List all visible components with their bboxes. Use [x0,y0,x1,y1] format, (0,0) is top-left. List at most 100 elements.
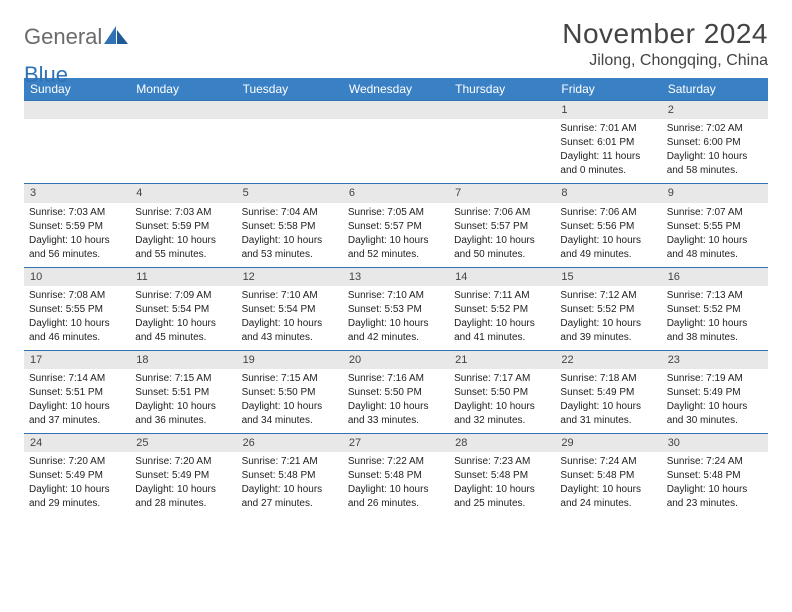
day-sunrise: Sunrise: 7:05 AM [348,206,444,219]
day-details: Sunrise: 7:17 AMSunset: 5:50 PMDaylight:… [454,372,550,427]
calendar: SundayMondayTuesdayWednesdayThursdayFrid… [24,78,768,516]
day-number: 3 [24,184,130,202]
day-number: 28 [449,434,555,452]
day-daylight2: and 50 minutes. [454,248,550,261]
day-daylight2: and 0 minutes. [560,164,656,177]
week-row: 1 Sunrise: 7:01 AMSunset: 6:01 PMDaylight… [24,100,768,183]
day-daylight1: Daylight: 10 hours [560,400,656,413]
day-sunrise: Sunrise: 7:03 AM [29,206,125,219]
day-number: 1 [555,101,661,119]
day-daylight1: Daylight: 10 hours [560,234,656,247]
day-details: Sunrise: 7:24 AMSunset: 5:48 PMDaylight:… [560,455,656,510]
logo-text-blue: Blue [24,62,68,88]
day-cell: 23Sunrise: 7:19 AMSunset: 5:49 PMDayligh… [662,351,768,433]
day-sunrise: Sunrise: 7:12 AM [560,289,656,302]
day-daylight1: Daylight: 10 hours [560,483,656,496]
day-daylight1: Daylight: 10 hours [667,234,763,247]
weekday-header-row: SundayMondayTuesdayWednesdayThursdayFrid… [24,78,768,100]
day-number: 24 [24,434,130,452]
day-details: Sunrise: 7:06 AMSunset: 5:56 PMDaylight:… [560,206,656,261]
day-daylight2: and 37 minutes. [29,414,125,427]
day-daylight1: Daylight: 10 hours [667,150,763,163]
day-details: Sunrise: 7:01 AMSunset: 6:01 PMDaylight:… [560,122,656,177]
day-daylight1: Daylight: 10 hours [667,400,763,413]
weekday-header-cell: Friday [555,78,661,100]
day-sunrise: Sunrise: 7:20 AM [29,455,125,468]
day-cell: 21Sunrise: 7:17 AMSunset: 5:50 PMDayligh… [449,351,555,433]
empty-day-bar [449,101,555,119]
day-sunrise: Sunrise: 7:15 AM [242,372,338,385]
day-cell [343,101,449,183]
day-cell: 19Sunrise: 7:15 AMSunset: 5:50 PMDayligh… [237,351,343,433]
day-sunrise: Sunrise: 7:19 AM [667,372,763,385]
day-cell: 7Sunrise: 7:06 AMSunset: 5:57 PMDaylight… [449,184,555,266]
day-sunrise: Sunrise: 7:16 AM [348,372,444,385]
day-details: Sunrise: 7:14 AMSunset: 5:51 PMDaylight:… [29,372,125,427]
day-daylight2: and 30 minutes. [667,414,763,427]
day-details: Sunrise: 7:02 AMSunset: 6:00 PMDaylight:… [667,122,763,177]
day-number: 19 [237,351,343,369]
day-number: 17 [24,351,130,369]
day-sunrise: Sunrise: 7:07 AM [667,206,763,219]
day-daylight1: Daylight: 10 hours [29,317,125,330]
day-cell: 4Sunrise: 7:03 AMSunset: 5:59 PMDaylight… [130,184,236,266]
day-sunset: Sunset: 5:51 PM [135,386,231,399]
day-daylight1: Daylight: 10 hours [454,483,550,496]
day-sunrise: Sunrise: 7:15 AM [135,372,231,385]
day-daylight2: and 28 minutes. [135,497,231,510]
day-daylight2: and 45 minutes. [135,331,231,344]
day-details: Sunrise: 7:10 AMSunset: 5:54 PMDaylight:… [242,289,338,344]
day-sunset: Sunset: 5:57 PM [348,220,444,233]
day-number: 25 [130,434,236,452]
day-sunset: Sunset: 5:58 PM [242,220,338,233]
day-daylight1: Daylight: 10 hours [242,317,338,330]
month-title: November 2024 [562,18,768,50]
day-daylight2: and 42 minutes. [348,331,444,344]
day-sunset: Sunset: 5:52 PM [560,303,656,316]
day-cell: 13Sunrise: 7:10 AMSunset: 5:53 PMDayligh… [343,268,449,350]
day-details: Sunrise: 7:03 AMSunset: 5:59 PMDaylight:… [29,206,125,261]
day-cell [130,101,236,183]
day-cell: 28 Sunrise: 7:23 AMSunset: 5:48 PMDayligh… [449,434,555,516]
day-cell [449,101,555,183]
day-daylight2: and 55 minutes. [135,248,231,261]
day-sunset: Sunset: 5:48 PM [242,469,338,482]
day-sunrise: Sunrise: 7:14 AM [29,372,125,385]
day-sunset: Sunset: 5:56 PM [560,220,656,233]
day-daylight1: Daylight: 10 hours [348,234,444,247]
day-cell: 29Sunrise: 7:24 AMSunset: 5:48 PMDayligh… [555,434,661,516]
weekday-header-cell: Saturday [662,78,768,100]
day-details: Sunrise: 7:07 AMSunset: 5:55 PMDaylight:… [667,206,763,261]
day-daylight1: Daylight: 10 hours [135,317,231,330]
day-daylight1: Daylight: 10 hours [348,483,444,496]
day-cell: 25Sunrise: 7:20 AMSunset: 5:49 PMDayligh… [130,434,236,516]
day-cell: 24Sunrise: 7:20 AMSunset: 5:49 PMDayligh… [24,434,130,516]
day-daylight2: and 25 minutes. [454,497,550,510]
day-sunset: Sunset: 5:49 PM [667,386,763,399]
weekday-header-cell: Tuesday [237,78,343,100]
week-row: 10Sunrise: 7:08 AMSunset: 5:55 PMDayligh… [24,267,768,350]
day-daylight2: and 33 minutes. [348,414,444,427]
day-number: 16 [662,268,768,286]
week-row: 17Sunrise: 7:14 AMSunset: 5:51 PMDayligh… [24,350,768,433]
day-details: Sunrise: 7:23 AMSunset: 5:48 PMDaylight:… [454,455,550,510]
location: Jilong, Chongqing, China [562,52,768,70]
day-daylight2: and 46 minutes. [29,331,125,344]
day-daylight1: Daylight: 10 hours [454,234,550,247]
day-sunrise: Sunrise: 7:13 AM [667,289,763,302]
day-sunrise: Sunrise: 7:09 AM [135,289,231,302]
day-sunset: Sunset: 5:49 PM [560,386,656,399]
empty-day-bar [24,101,130,119]
day-sunrise: Sunrise: 7:17 AM [454,372,550,385]
day-sunrise: Sunrise: 7:02 AM [667,122,763,135]
day-sunset: Sunset: 5:52 PM [454,303,550,316]
day-number: 9 [662,184,768,202]
day-details: Sunrise: 7:16 AMSunset: 5:50 PMDaylight:… [348,372,444,427]
day-sunrise: Sunrise: 7:08 AM [29,289,125,302]
day-cell: 8Sunrise: 7:06 AMSunset: 5:56 PMDaylight… [555,184,661,266]
weekday-header-cell: Monday [130,78,236,100]
day-number: 26 [237,434,343,452]
day-daylight2: and 24 minutes. [560,497,656,510]
day-cell: 16Sunrise: 7:13 AMSunset: 5:52 PMDayligh… [662,268,768,350]
day-daylight1: Daylight: 10 hours [667,317,763,330]
